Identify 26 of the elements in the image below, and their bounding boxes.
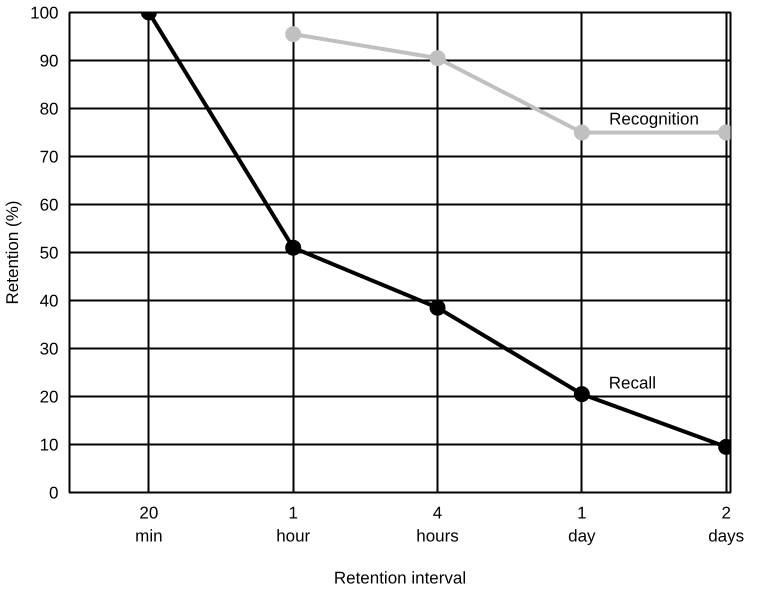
y-tick-label: 50 — [40, 244, 59, 262]
x-tick-label: 2 days — [708, 504, 744, 546]
series-label: Recognition — [609, 110, 699, 128]
x-axis-title: Retention interval — [334, 568, 466, 588]
y-tick-label: 30 — [40, 340, 59, 358]
point — [285, 26, 302, 42]
y-tick-label: 0 — [49, 484, 59, 502]
y-tick-label: 40 — [40, 292, 59, 310]
point — [574, 386, 590, 402]
x-tick-label: 4 hours — [416, 504, 459, 546]
x-tick-label: 1 day — [568, 504, 596, 546]
y-tick-label: 100 — [30, 4, 59, 22]
y-tick-label: 10 — [40, 436, 59, 454]
y-tick-label: 60 — [40, 196, 59, 214]
point — [430, 50, 446, 66]
y-tick-label: 90 — [40, 52, 59, 70]
point — [285, 240, 302, 256]
x-tick-label: 1 hour — [276, 504, 311, 546]
y-tick-label: 80 — [40, 100, 59, 118]
y-tick-label: 70 — [40, 148, 59, 166]
point — [430, 300, 446, 316]
y-axis-title: Retention (%) — [3, 200, 22, 304]
y-tick-label: 20 — [40, 388, 59, 406]
x-tick-label: 20 min — [135, 504, 163, 546]
series-label: Recall — [608, 374, 656, 392]
point — [574, 124, 590, 140]
